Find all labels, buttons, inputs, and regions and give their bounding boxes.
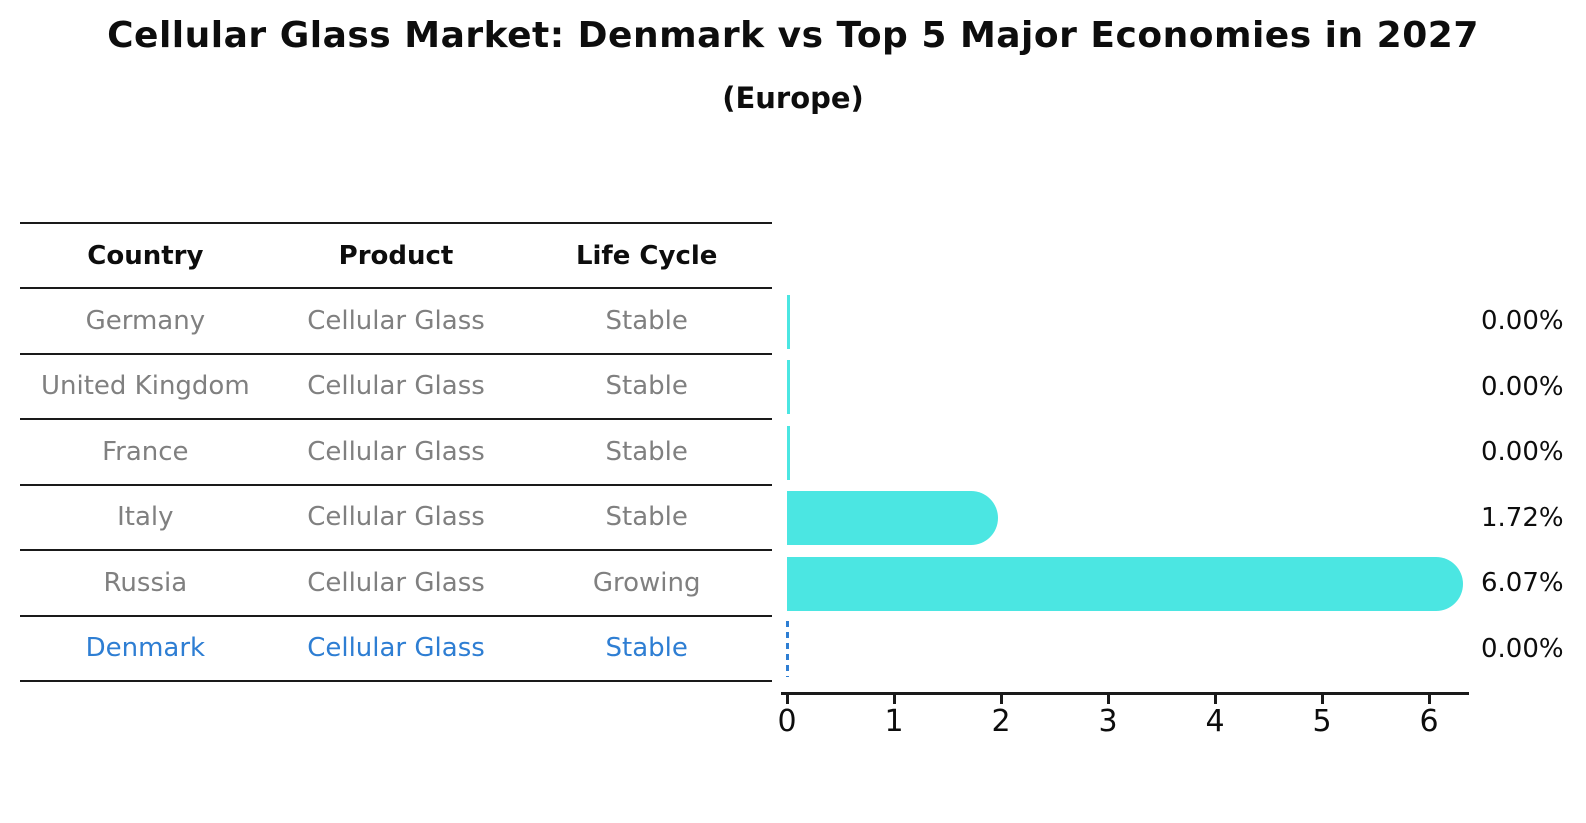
page-subtitle: (Europe) xyxy=(722,81,864,115)
bar-france xyxy=(787,425,790,480)
x-axis-tick xyxy=(1320,695,1324,704)
table-cell-country: Italy xyxy=(117,502,174,533)
table-cell-product: Cellular Glass xyxy=(307,567,485,598)
x-axis-tick xyxy=(999,695,1003,704)
table-row: Russia Cellular Glass Growing xyxy=(20,551,772,617)
table-cell-country: France xyxy=(102,436,189,467)
bar-italy xyxy=(787,491,999,546)
table-cell-life-cycle: Growing xyxy=(592,567,701,598)
bar-germany xyxy=(787,294,790,349)
table-row: Italy Cellular Glass Stable xyxy=(20,486,772,551)
x-axis-tick xyxy=(892,695,896,704)
x-axis-tick xyxy=(1106,695,1110,704)
x-axis-tick-label: 2 xyxy=(991,704,1011,739)
x-axis-tick xyxy=(785,695,789,704)
table-cell-product: Cellular Glass xyxy=(307,502,485,533)
value-label-russia: 6.07% xyxy=(1481,568,1564,598)
table-header-product: Product xyxy=(338,240,454,271)
comparison-table: Country Product Life Cycle Germany Cellul… xyxy=(20,222,772,682)
x-axis-tick-label: 4 xyxy=(1205,704,1225,739)
table-row: United Kingdom Cellular Glass Stable xyxy=(20,355,772,420)
table-header-row: Country Product Life Cycle xyxy=(20,222,772,289)
table-cell-life-cycle: Stable xyxy=(605,502,688,533)
x-axis-line xyxy=(781,692,1469,695)
value-label-germany: 0.00% xyxy=(1481,306,1564,336)
table-cell-product: Cellular Glass xyxy=(307,305,485,336)
x-axis-tick-label: 1 xyxy=(884,704,904,739)
table-header-country: Country xyxy=(87,240,204,271)
table-cell-life-cycle: Stable xyxy=(605,633,688,664)
x-axis-tick-label: 3 xyxy=(1098,704,1118,739)
x-axis-tick xyxy=(1427,695,1431,704)
table-cell-country: Germany xyxy=(85,305,206,336)
value-label-united-kingdom: 0.00% xyxy=(1481,371,1564,402)
page-title: Cellular Glass Market: Denmark vs Top 5 … xyxy=(107,15,1479,56)
table-cell-country: United Kingdom xyxy=(40,371,250,402)
table-cell-life-cycle: Stable xyxy=(605,436,688,467)
bar-denmark xyxy=(786,621,789,678)
value-label-denmark: 0.00% xyxy=(1481,633,1564,664)
table-cell-product: Cellular Glass xyxy=(307,436,485,467)
table-cell-life-cycle: Stable xyxy=(605,371,688,402)
table-row: Germany Cellular Glass Stable xyxy=(20,289,772,355)
value-label-italy: 1.72% xyxy=(1481,502,1564,533)
table-cell-country: Denmark xyxy=(85,633,206,664)
table-row: France Cellular Glass Stable xyxy=(20,420,772,486)
value-label-france: 0.00% xyxy=(1481,437,1564,467)
x-axis-tick xyxy=(1213,695,1217,704)
table-cell-product: Cellular Glass xyxy=(307,633,485,664)
x-axis-tick-label: 0 xyxy=(777,704,797,739)
table-body: Germany Cellular Glass Stable United Kingdo… xyxy=(20,289,772,682)
bar-united-kingdom xyxy=(787,360,790,415)
table-cell-life-cycle: Stable xyxy=(605,305,688,336)
table-header-life-cycle: Life Cycle xyxy=(575,240,718,271)
table-cell-country: Russia xyxy=(103,567,188,598)
table-cell-product: Cellular Glass xyxy=(307,371,485,402)
x-axis-tick-label: 6 xyxy=(1419,704,1439,739)
bar-russia xyxy=(787,556,1464,611)
x-axis-tick-label: 5 xyxy=(1312,704,1332,739)
table-row: Denmark Cellular Glass Stable xyxy=(20,617,772,682)
